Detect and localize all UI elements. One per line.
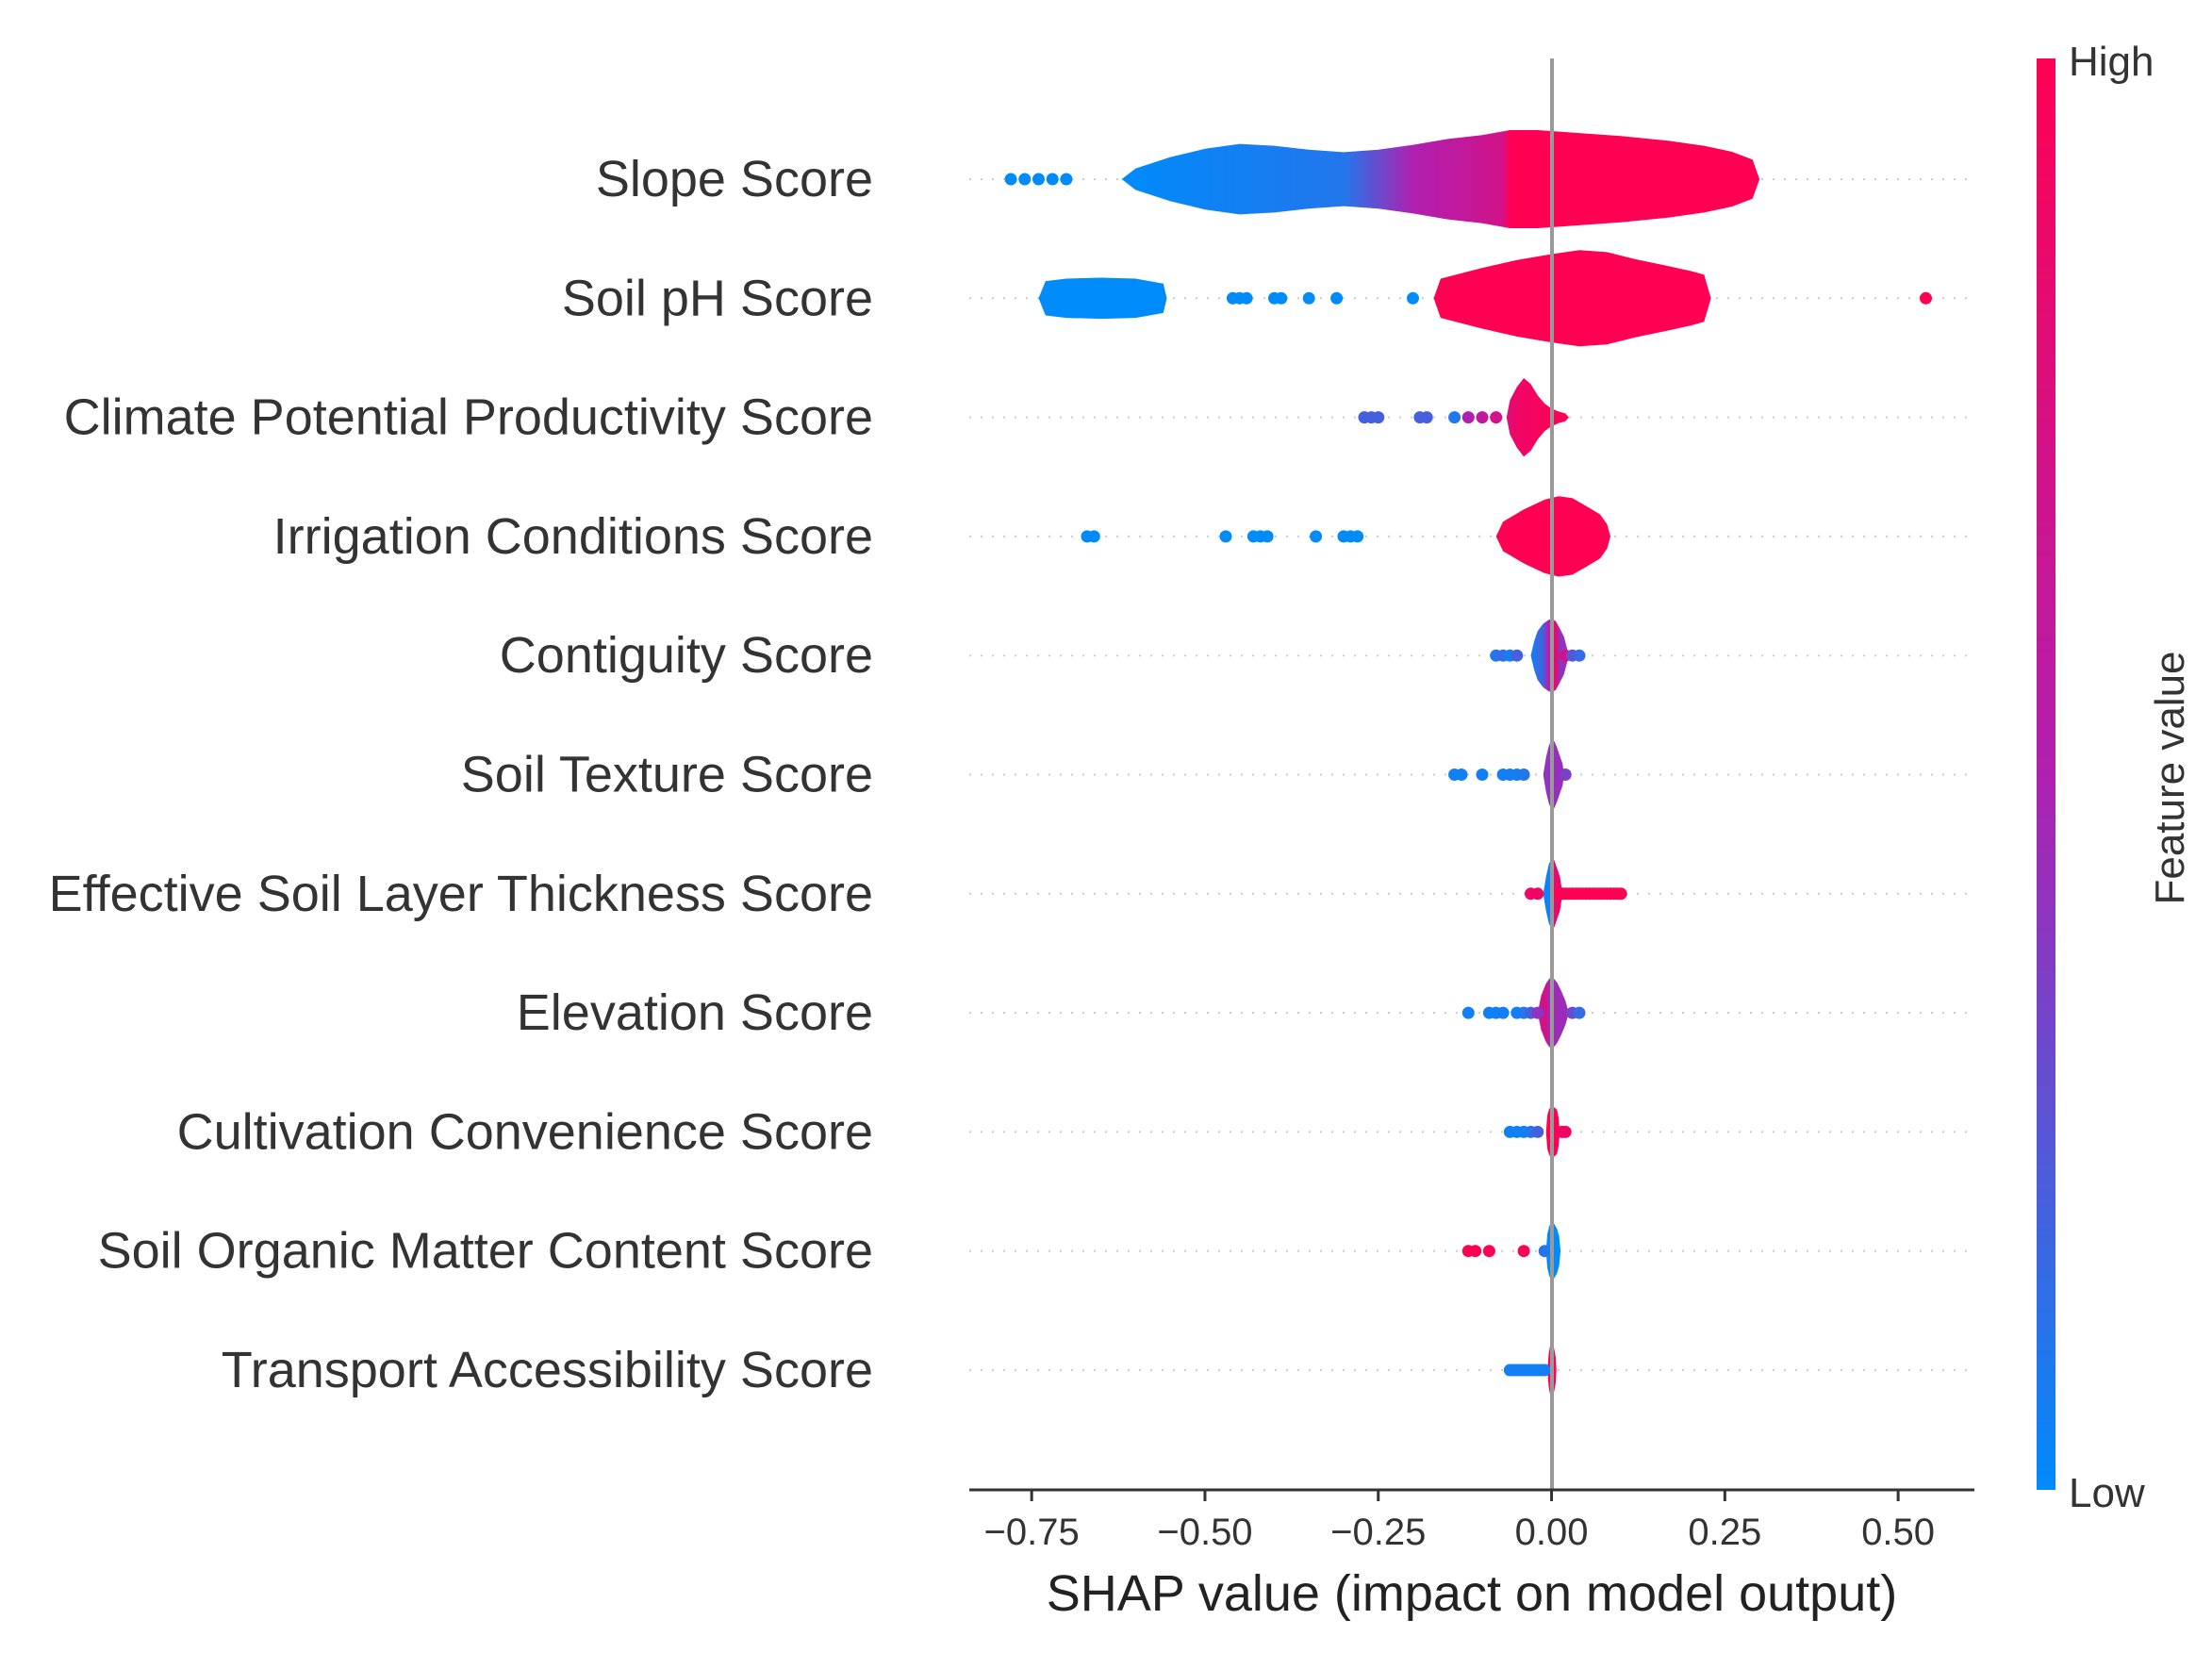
- shap-point: [1469, 1245, 1482, 1258]
- x-tick-label: 0.00: [1515, 1512, 1589, 1553]
- shap-point: [1310, 530, 1323, 543]
- colorbar-high-label: High: [2069, 39, 2154, 85]
- feature-label: Soil Organic Matter Content Score: [98, 1223, 873, 1280]
- shap-point: [1476, 411, 1489, 424]
- feature-row: Soil pH Score: [562, 250, 1974, 347]
- shap-point: [1573, 1006, 1586, 1019]
- feature-row: Effective Soil Layer Thickness Score: [49, 858, 1974, 930]
- feature-row: Slope Score: [596, 130, 1974, 228]
- shap-point: [1490, 411, 1503, 424]
- shap-point: [1372, 411, 1385, 424]
- x-tick-label: −0.75: [984, 1512, 1080, 1553]
- feature-label: Soil pH Score: [562, 270, 873, 326]
- shap-point: [1531, 1125, 1544, 1138]
- shap-point: [1614, 887, 1627, 901]
- feature-label: Effective Soil Layer Thickness Score: [49, 866, 873, 922]
- violin-body-secondary: [1433, 250, 1711, 347]
- feature-row: Contiguity Score: [500, 619, 1974, 693]
- x-tick-label: −0.25: [1330, 1512, 1426, 1553]
- feature-label: Soil Texture Score: [461, 747, 873, 803]
- violin-body: [1506, 378, 1569, 457]
- shap-point: [1302, 291, 1315, 305]
- shap-point: [1330, 291, 1344, 305]
- shap-point: [1476, 769, 1489, 781]
- x-tick-label: −0.50: [1157, 1512, 1252, 1553]
- shap-point: [1240, 291, 1253, 305]
- x-axis-title: SHAP value (impact on model output): [1047, 1565, 1897, 1622]
- violin-body: [1038, 277, 1167, 320]
- feature-row: Cultivation Convenience Score: [177, 1103, 1974, 1160]
- colorbar-gradient: [2037, 58, 2055, 1490]
- shap-point: [1261, 530, 1274, 543]
- shap-point: [1531, 1006, 1544, 1019]
- shap-point: [1559, 1125, 1572, 1138]
- shap-point: [1046, 173, 1059, 186]
- feature-row: Soil Organic Matter Content Score: [98, 1222, 1974, 1280]
- shap-point: [1219, 530, 1232, 543]
- shap-point: [1920, 291, 1932, 305]
- shap-point: [1420, 411, 1433, 424]
- feature-row: Elevation Score: [517, 977, 1974, 1049]
- shap-point: [1510, 649, 1524, 662]
- colorbar: High Low Feature value: [2037, 39, 2193, 1516]
- shap-point: [1573, 649, 1586, 662]
- shap-point: [1517, 769, 1530, 781]
- feature-label: Cultivation Convenience Score: [177, 1103, 873, 1160]
- shap-point: [1531, 887, 1544, 901]
- shap-point: [1032, 173, 1045, 186]
- feature-row: Irrigation Conditions Score: [273, 496, 1974, 577]
- shap-point: [1018, 173, 1032, 186]
- shap-point: [1060, 173, 1073, 186]
- feature-row: Transport Accessibility Score: [222, 1342, 1974, 1398]
- shap-point: [1087, 530, 1100, 543]
- shap-point: [1461, 1006, 1475, 1019]
- violin-body: [1530, 619, 1569, 693]
- colorbar-title: Feature value: [2147, 651, 2193, 904]
- shap-point: [1351, 530, 1364, 543]
- shap-point: [1004, 173, 1017, 186]
- x-ticks: −0.75 −0.50 −0.25 0.00 0.25 0.50: [984, 1490, 1935, 1553]
- shap-point: [1482, 1245, 1495, 1258]
- feature-row: Climate Potential Productivity Score: [64, 378, 1974, 457]
- shap-point: [1461, 411, 1475, 424]
- shap-point: [1275, 291, 1288, 305]
- feature-label: Elevation Score: [517, 984, 873, 1041]
- shap-point: [1448, 411, 1461, 424]
- violin-body: [1121, 130, 1760, 228]
- x-axis: −0.75 −0.50 −0.25 0.00 0.25 0.50 SHAP value (…: [969, 1488, 1974, 1622]
- shap-point: [1559, 769, 1572, 781]
- feature-label: Irrigation Conditions Score: [273, 508, 873, 565]
- colorbar-low-label: Low: [2069, 1470, 2145, 1516]
- shap-point: [1517, 1245, 1530, 1258]
- feature-label: Slope Score: [596, 151, 873, 207]
- x-tick-label: 0.25: [1688, 1512, 1761, 1553]
- shap-point: [1538, 1364, 1551, 1377]
- feature-label: Contiguity Score: [500, 627, 873, 684]
- feature-label: Climate Potential Productivity Score: [64, 389, 873, 446]
- feature-row: Soil Texture Score: [461, 739, 1974, 810]
- x-tick-label: 0.50: [1861, 1512, 1935, 1553]
- shap-point: [1455, 769, 1468, 781]
- shap-point: [1538, 1245, 1551, 1258]
- shap-point: [1407, 291, 1419, 305]
- feature-label: Transport Accessibility Score: [222, 1342, 873, 1398]
- violin-rows: Slope Score Soil pH Score Climate Potentia…: [49, 130, 1974, 1398]
- shap-point: [1496, 1006, 1510, 1019]
